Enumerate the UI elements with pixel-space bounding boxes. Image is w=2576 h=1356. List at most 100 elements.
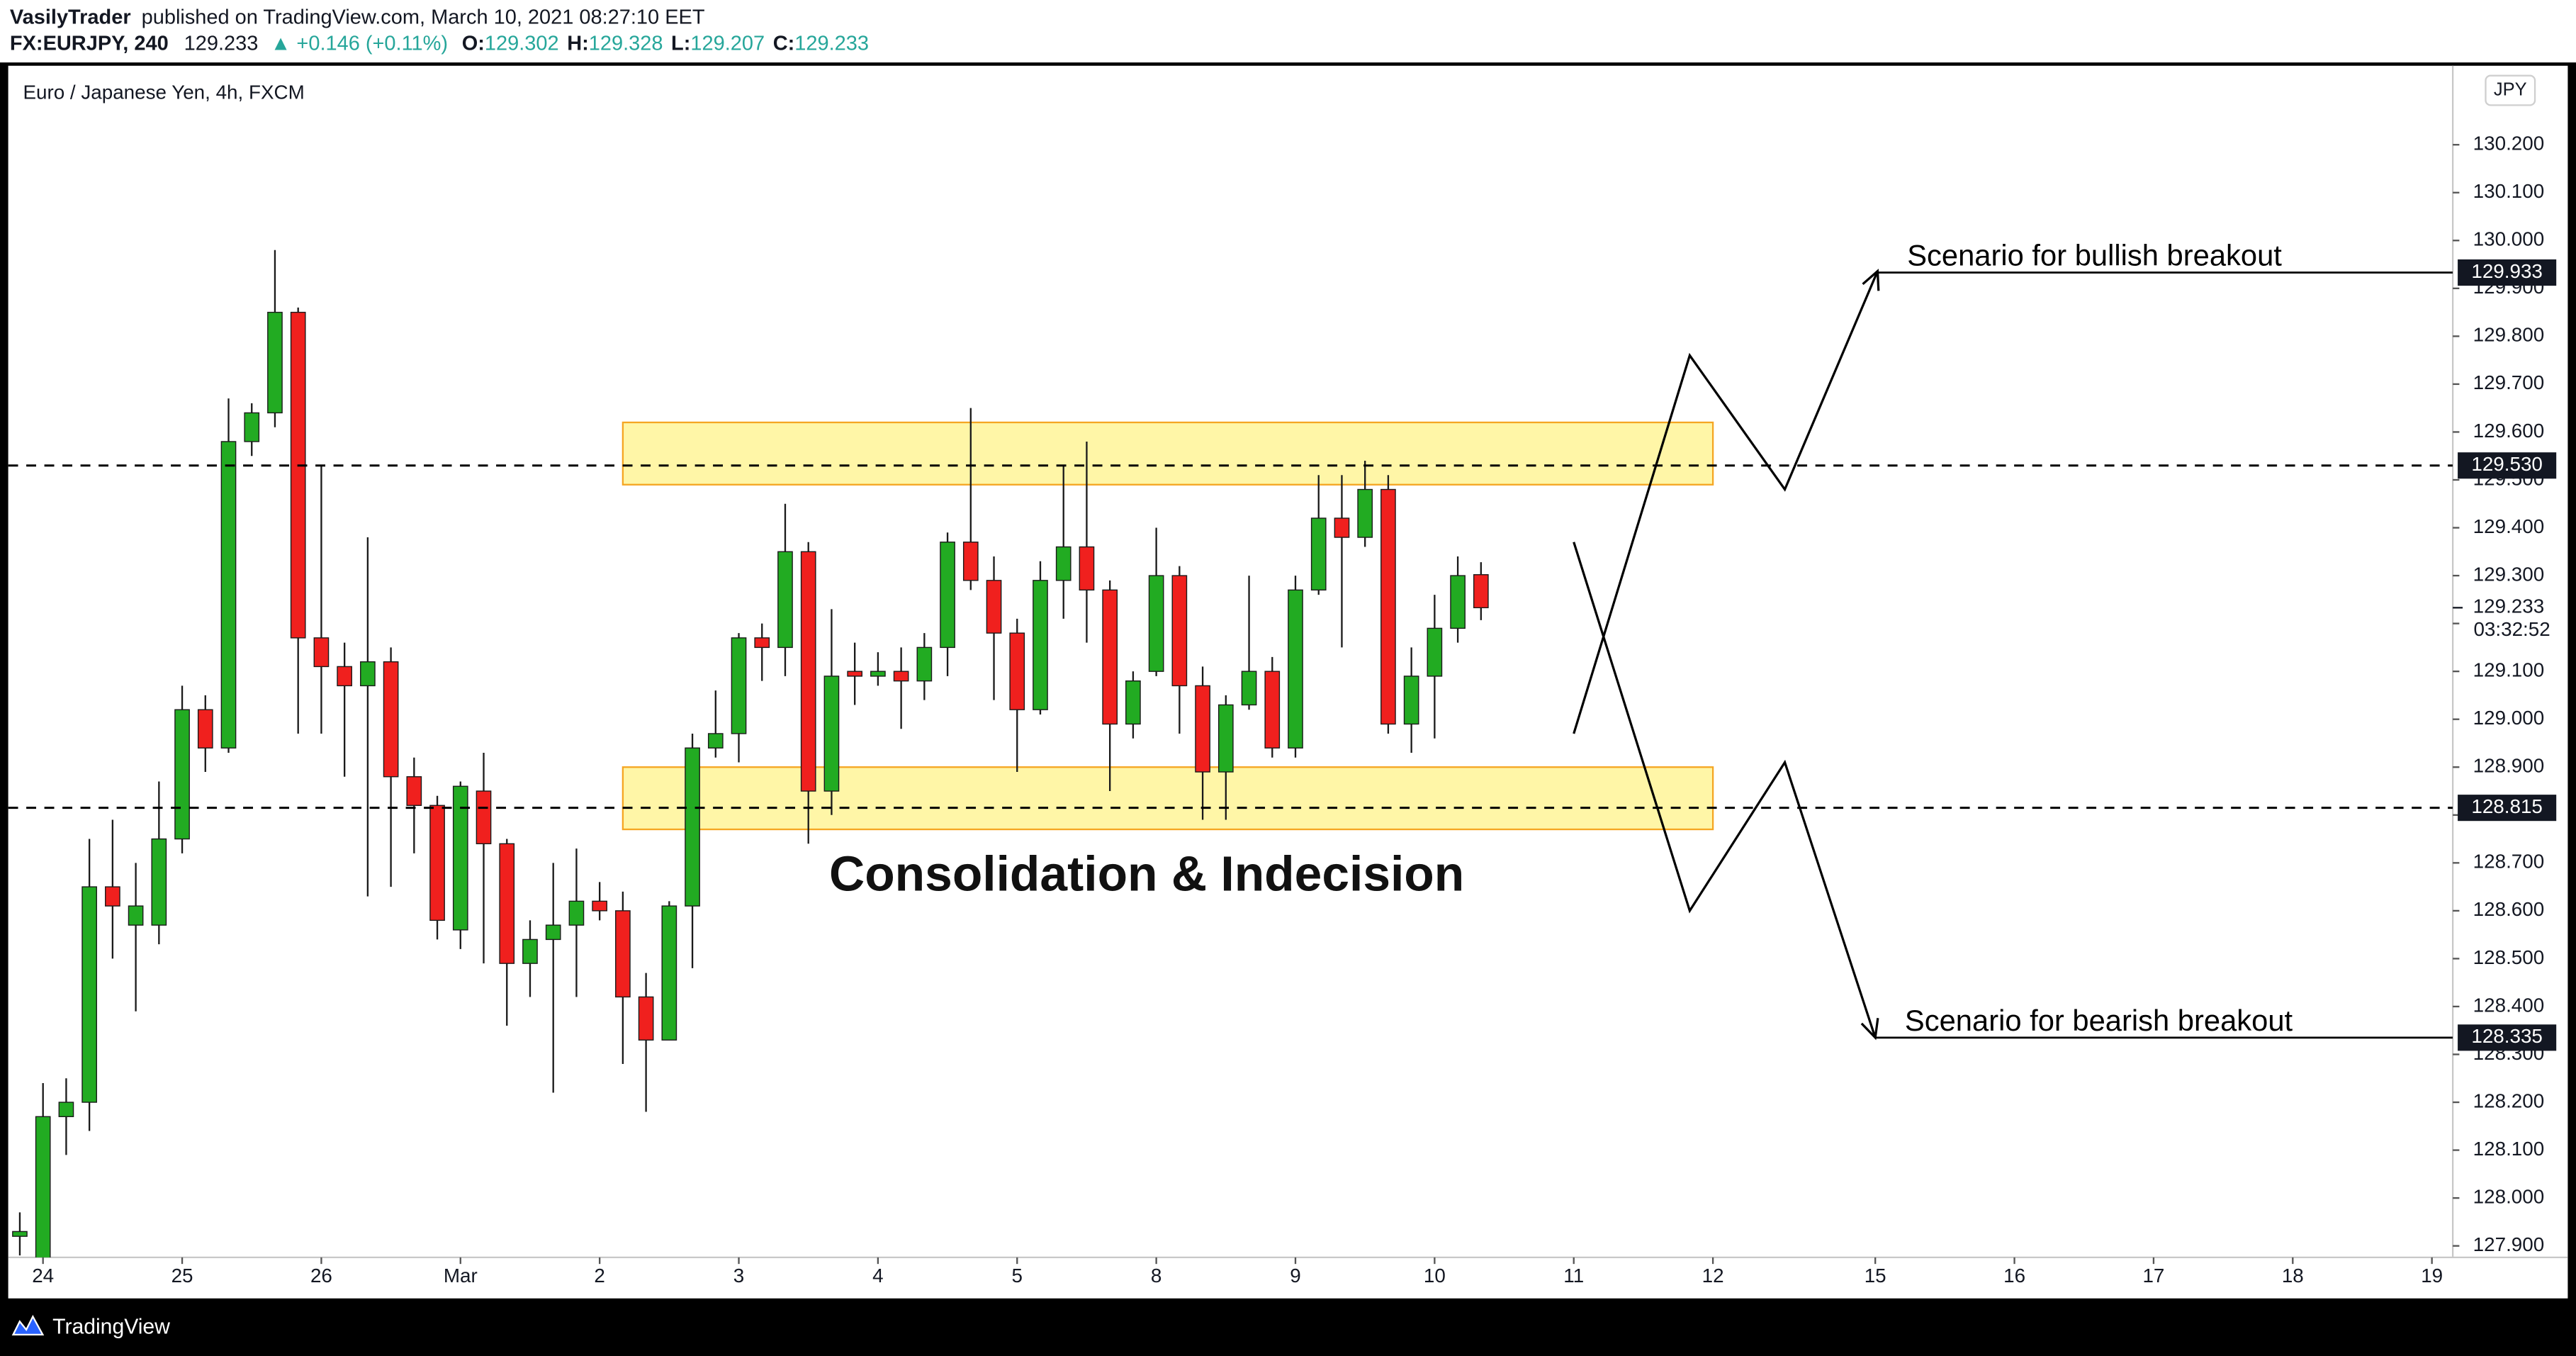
candle-body	[1473, 574, 1489, 609]
candle-body	[12, 1231, 28, 1237]
candle-body	[962, 542, 979, 581]
candle-body	[1380, 488, 1396, 725]
publish-line: VasilyTrader published on TradingView.co…	[10, 6, 705, 28]
candle-body	[1403, 676, 1419, 725]
y-tick-label: 127.900	[2473, 1233, 2545, 1255]
y-tick-label: 129.100	[2473, 659, 2545, 680]
ohlc-key: C:	[773, 32, 795, 55]
x-tick-label: 10	[1424, 1265, 1446, 1287]
candle-body	[429, 805, 445, 921]
arrow-head	[1860, 1018, 1879, 1041]
y-tick-label: 128.700	[2473, 851, 2545, 873]
candle-body	[128, 905, 144, 926]
y-tick-label: 128.200	[2473, 1089, 2545, 1111]
candle-body	[1102, 589, 1118, 725]
candle-body	[1217, 704, 1234, 773]
candle-body	[1310, 517, 1327, 591]
candle-body	[1055, 546, 1072, 581]
candle-body	[360, 661, 376, 687]
y-tick-label: 130.100	[2473, 180, 2545, 202]
brand-icon	[11, 1314, 45, 1336]
candle-body	[823, 676, 840, 792]
y-tick-label: 129.600	[2473, 420, 2545, 442]
candle-body	[499, 843, 515, 964]
candle-body	[1357, 488, 1373, 538]
candle-body	[1334, 517, 1350, 538]
candle-body	[58, 1102, 74, 1117]
x-tick-label: 25	[171, 1265, 193, 1287]
candle-body	[847, 671, 863, 677]
ohlc-value: 129.233	[794, 32, 869, 55]
x-tick-label: 24	[32, 1265, 54, 1287]
candle-body	[893, 671, 909, 682]
author: VasilyTrader	[10, 6, 131, 28]
currency: JPY	[2494, 79, 2527, 99]
ohlc-value: 129.328	[589, 32, 663, 55]
candle-body	[1171, 575, 1188, 687]
candle-body	[1427, 627, 1443, 677]
candle-body	[151, 838, 167, 926]
candle-body	[81, 886, 97, 1103]
y-tick-label: 129.400	[2473, 515, 2545, 537]
y-tick-label: 128.400	[2473, 994, 2545, 1016]
candle-body	[870, 671, 886, 677]
header-bar	[0, 0, 2576, 63]
candle-body	[1288, 589, 1303, 749]
ohlc-key: O:	[462, 32, 485, 55]
x-tick-label: 18	[2282, 1265, 2304, 1287]
candle-body	[1241, 671, 1257, 706]
x-tick-label: 11	[1563, 1265, 1584, 1287]
x-tick-label: 16	[2003, 1265, 2025, 1287]
brand: TradingView	[52, 1316, 170, 1339]
axis-badge-label: 129.530	[2471, 453, 2543, 475]
y-tick-label: 128.100	[2473, 1138, 2545, 1160]
symbol-line: FX:EURJPY, 240 129.233 ▲ +0.146 (+0.11%)…	[10, 32, 869, 55]
axis-badge-label: 128.335	[2471, 1025, 2543, 1047]
y-tick-label: 129.700	[2473, 371, 2545, 393]
candle-body	[707, 733, 724, 749]
ohlc-value: 129.207	[690, 32, 765, 55]
axis-badge	[2458, 1024, 2557, 1051]
currency-badge	[2485, 74, 2536, 106]
candle-body	[592, 900, 607, 912]
candle-body	[1450, 575, 1466, 629]
candle-body	[1264, 671, 1281, 749]
candle-body	[615, 910, 631, 998]
candle-body	[406, 776, 422, 806]
candle-body	[267, 311, 283, 414]
y-tick-label: 128.500	[2473, 946, 2545, 968]
x-tick-label: 4	[872, 1265, 883, 1287]
candle-body	[916, 646, 933, 682]
x-tick-label: 12	[1702, 1265, 1724, 1287]
countdown: 03:32:52	[2473, 618, 2550, 640]
scenario-label: Scenario for bullish breakout	[1907, 239, 2282, 272]
footer-bar	[0, 1298, 2576, 1356]
candle-body	[545, 924, 561, 941]
y-tick-label: 130.000	[2473, 228, 2545, 250]
x-tick-label: 3	[733, 1265, 744, 1287]
candle-body	[940, 542, 955, 649]
x-tick-label: 9	[1290, 1265, 1300, 1287]
candle-body	[35, 1116, 51, 1257]
chart-title: Euro / Japanese Yen, 4h, FXCM	[23, 82, 304, 103]
x-tick-label: 2	[594, 1265, 604, 1287]
candle-body	[568, 900, 585, 926]
x-tick-label: 17	[2142, 1265, 2164, 1287]
axis-badge	[2458, 452, 2557, 479]
annotation: Consolidation & Indecision	[829, 846, 1464, 902]
price: 129.233	[184, 32, 259, 55]
candle-body	[1125, 680, 1141, 725]
scenario-label: Scenario for bearish breakout	[1905, 1004, 2293, 1037]
ohlc-value: 129.302	[485, 32, 559, 55]
candle-body	[522, 938, 538, 964]
y-tick-label: 128.600	[2473, 898, 2545, 920]
x-tick-label: 15	[1864, 1265, 1886, 1287]
candle-body	[1009, 632, 1025, 710]
axis-badge	[2458, 795, 2557, 822]
zone	[621, 766, 1714, 831]
zone	[621, 421, 1714, 486]
candle-body	[1195, 685, 1210, 773]
x-tick-label: Mar	[444, 1265, 478, 1287]
